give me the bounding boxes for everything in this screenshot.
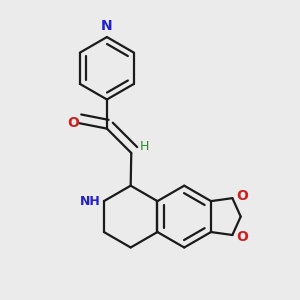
Text: O: O xyxy=(68,116,80,130)
Text: H: H xyxy=(140,140,149,153)
Text: O: O xyxy=(236,189,248,203)
Text: NH: NH xyxy=(80,195,100,208)
Text: O: O xyxy=(236,230,248,244)
Text: N: N xyxy=(101,20,113,34)
